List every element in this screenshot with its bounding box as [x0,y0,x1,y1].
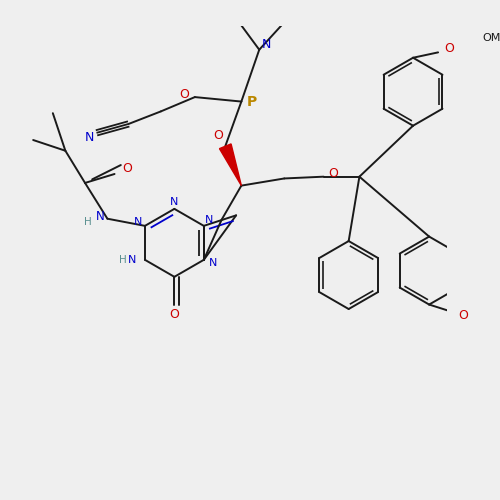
Text: O: O [328,168,338,180]
Text: N: N [96,210,104,222]
Text: N: N [262,38,271,51]
Text: O: O [122,162,132,175]
Polygon shape [220,144,242,186]
Text: N: N [205,216,214,226]
Text: OMe: OMe [482,33,500,43]
Text: P: P [247,94,257,108]
Text: H: H [118,255,126,265]
Text: O: O [213,129,223,142]
Text: H: H [84,218,92,228]
Text: N: N [128,255,136,265]
Text: O: O [179,88,189,101]
Text: N: N [208,258,217,268]
Text: O: O [458,309,468,322]
Text: N: N [134,218,142,228]
Text: N: N [84,131,94,144]
Text: O: O [444,42,454,56]
Text: O: O [170,308,179,321]
Text: N: N [170,196,178,206]
